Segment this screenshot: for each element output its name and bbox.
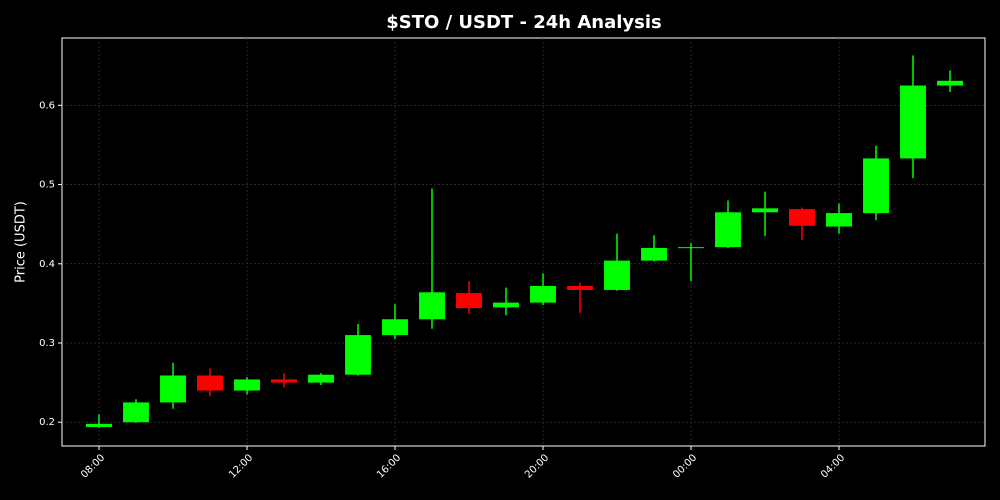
candle-body <box>715 212 741 248</box>
candle-body <box>789 209 815 226</box>
y-tick-label: 0.5 <box>39 180 55 191</box>
candle-body <box>567 285 593 290</box>
x-tick-label: 20:00 <box>523 452 551 480</box>
candle-body <box>234 379 260 391</box>
candle-body <box>900 85 926 159</box>
y-tick-label: 0.4 <box>39 259 55 270</box>
y-tick-label: 0.6 <box>39 100 55 111</box>
x-tick-label: 04:00 <box>819 452 847 480</box>
candle-body <box>197 375 223 391</box>
candle-body <box>456 293 482 309</box>
candle-body <box>604 260 630 290</box>
y-tick-label: 0.3 <box>39 338 55 349</box>
y-axis-label: Price (USDT) <box>14 201 29 283</box>
candle-body <box>937 80 963 86</box>
candle-body <box>382 319 408 336</box>
x-tick-label: 08:00 <box>79 452 107 480</box>
candle-body <box>86 423 112 427</box>
candle-body <box>345 335 371 375</box>
x-tick-label: 00:00 <box>671 452 699 480</box>
candle-body <box>308 374 334 383</box>
candle-body <box>160 375 186 403</box>
candle-body <box>678 247 704 249</box>
y-tick-label: 0.2 <box>39 417 55 428</box>
x-tick-label: 16:00 <box>375 452 403 480</box>
candle-body <box>752 208 778 213</box>
candle-body <box>419 292 445 320</box>
x-tick-label: 12:00 <box>227 452 255 480</box>
plot-frame <box>61 37 986 447</box>
candle-body <box>271 379 297 383</box>
chart-title: $STO / USDT - 24h Analysis <box>386 12 662 33</box>
candle-body <box>641 247 667 261</box>
candle-body <box>493 302 519 308</box>
candle-body <box>530 285 556 303</box>
candle-body <box>826 213 852 227</box>
candle-body <box>123 402 149 423</box>
candle-body <box>863 158 889 214</box>
